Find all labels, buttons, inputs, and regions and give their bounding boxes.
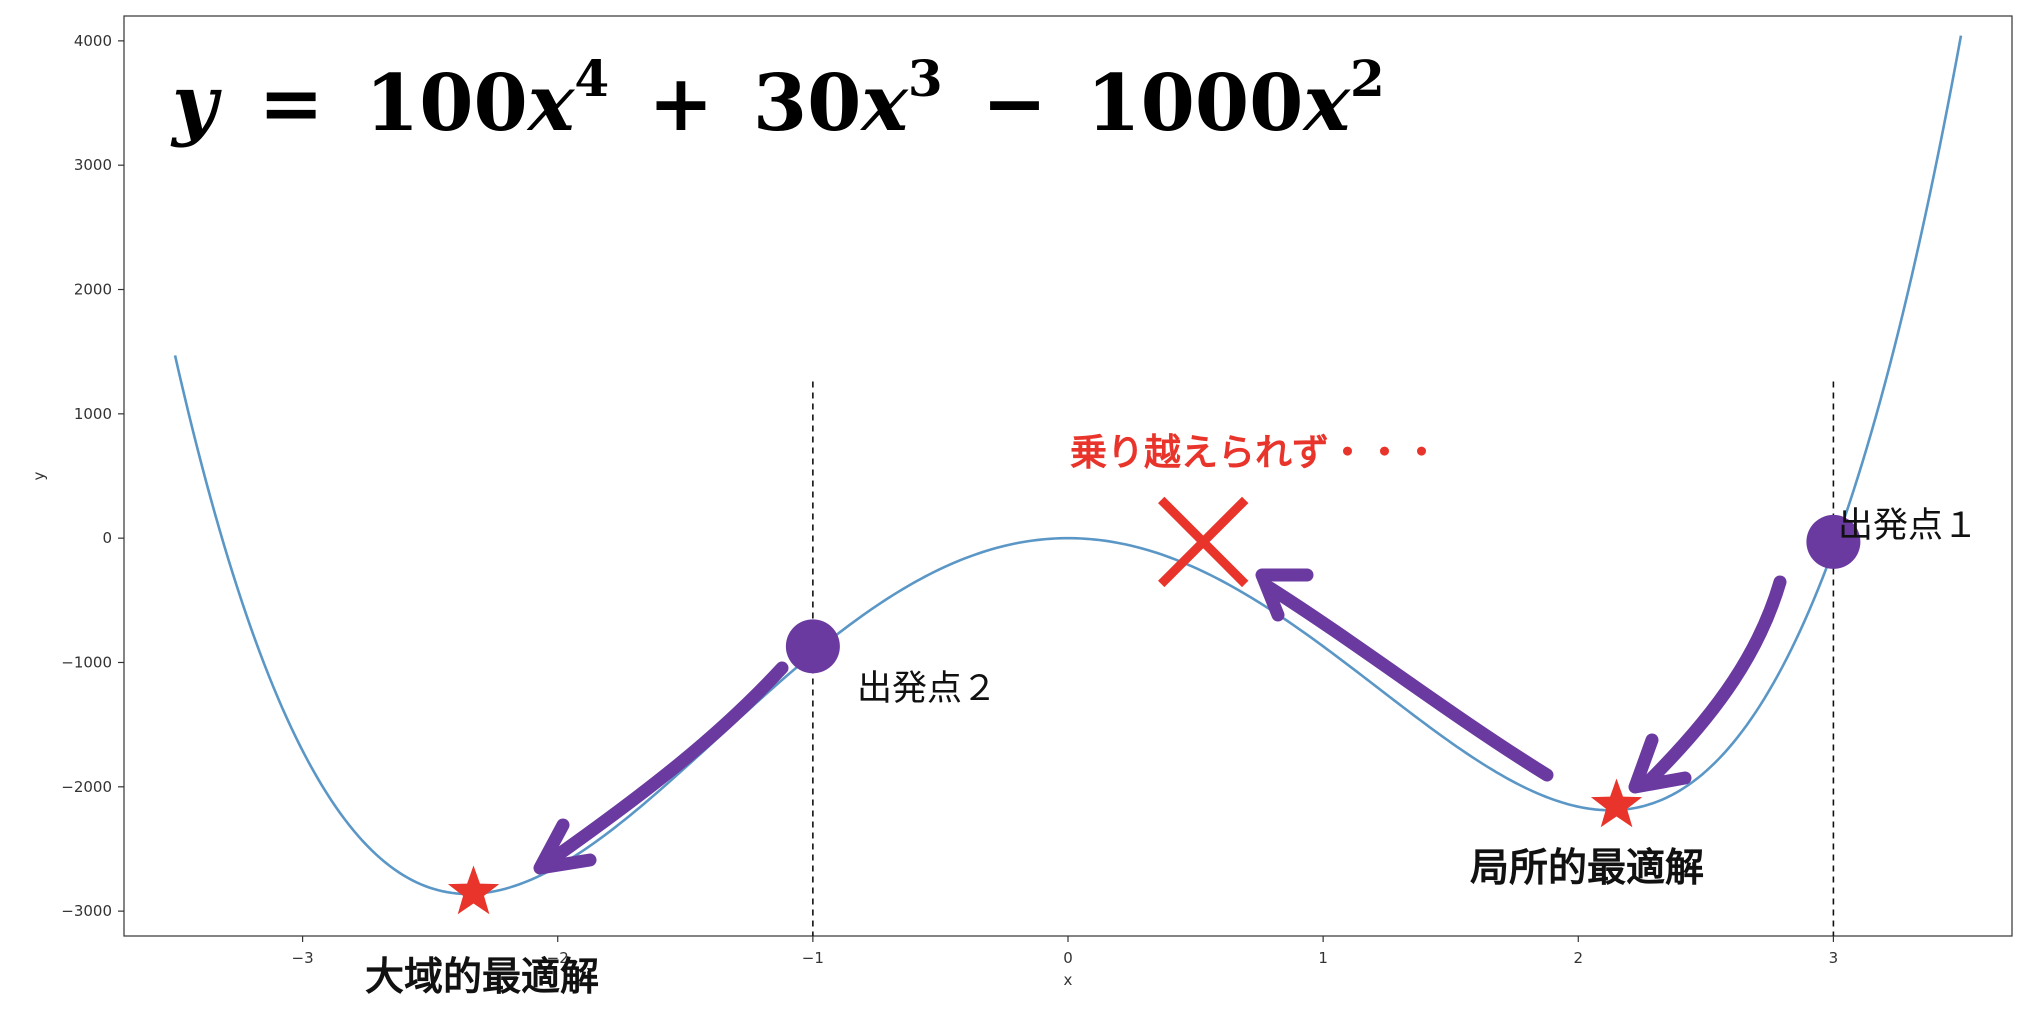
arrow-local-to-fail <box>1263 581 1554 782</box>
start-point-1-label: 出発点１ <box>1838 506 1978 546</box>
arrow-start2-to-global-head <box>533 818 597 875</box>
x-tick-label: 3 <box>1829 949 1839 967</box>
x-tick-label: 1 <box>1318 949 1328 967</box>
function-curve <box>173 35 1963 896</box>
y-tick-label: −2000 <box>61 778 112 796</box>
fail-label: 乗り越えられず・・・ <box>1070 431 1440 474</box>
y-tick-label: −3000 <box>61 902 112 920</box>
y-axis-ticks: −3000 −2000 −1000 0 1000 2000 3000 4000 <box>61 32 124 920</box>
plot-frame <box>123 15 2013 937</box>
x-tick-label: −3 <box>292 949 314 967</box>
y-tick-label: 3000 <box>74 156 112 174</box>
cross-icon <box>1158 496 1249 588</box>
arrow-start2-to-global <box>541 661 789 869</box>
start-point-2-marker <box>785 619 840 674</box>
global-minimum-label: 大域的最適解 <box>365 955 599 1000</box>
x-tick-label: 2 <box>1573 949 1583 967</box>
y-tick-label: 1000 <box>74 405 112 423</box>
y-tick-label: 0 <box>102 529 112 547</box>
arrow-local-to-fail-head <box>1255 568 1314 622</box>
x-axis-label: x <box>1064 971 1073 989</box>
descent-arrows <box>533 568 1787 875</box>
y-axis-label: y <box>30 471 48 480</box>
arrow-start1-to-local <box>1643 575 1787 787</box>
chart-title: y = 100x4 + 30x3 − 1000x2 <box>170 24 1385 149</box>
global-minimum-star <box>447 865 500 915</box>
local-minimum-label: 局所的最適解 <box>1470 846 1704 891</box>
arrow-start1-to-local-head <box>1628 733 1692 794</box>
x-tick-label: 0 <box>1063 949 1073 967</box>
start-point-1-marker <box>1806 514 1861 569</box>
y-tick-label: 4000 <box>74 32 112 50</box>
local-minimum-star <box>1590 778 1643 828</box>
start-point-2-label: 出発点２ <box>857 669 997 709</box>
x-axis-ticks: −3 −2 −1 0 1 2 3 <box>292 936 1839 967</box>
y-tick-label: 2000 <box>74 281 112 299</box>
x-tick-label: −2 <box>547 949 569 967</box>
x-tick-label: −1 <box>802 949 824 967</box>
y-tick-label: −1000 <box>61 653 112 671</box>
